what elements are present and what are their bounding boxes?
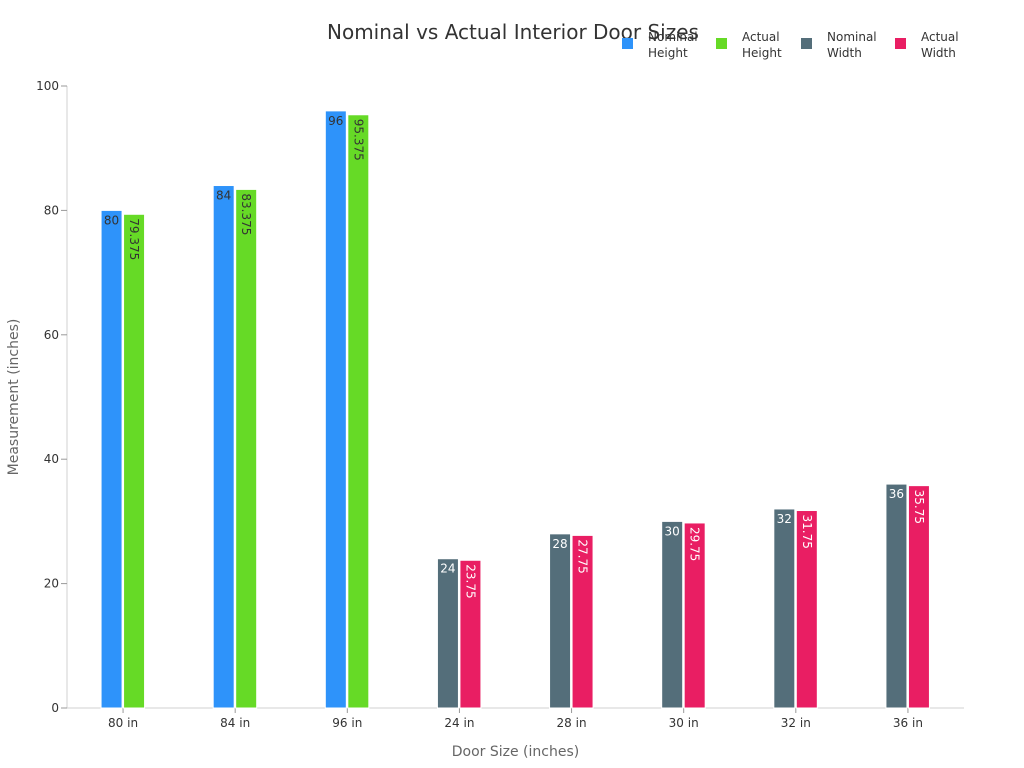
axes: 0 20 40 60 80 100 80 in 84 in 96 in 24 in 28 in 30 … bbox=[6, 79, 964, 760]
bar bbox=[123, 213, 146, 709]
data-label: 96 bbox=[328, 114, 343, 128]
y-tick-label: 80 bbox=[44, 203, 59, 217]
chart-title: Nominal vs Actual Interior Door Sizes bbox=[327, 20, 699, 44]
bar bbox=[347, 114, 370, 709]
y-tick-label: 60 bbox=[44, 328, 59, 342]
legend: Nominal Height Actual Height Nominal Width Act… bbox=[622, 30, 959, 60]
y-axis-title: Measurement (inches) bbox=[6, 319, 22, 476]
legend-label: Width bbox=[827, 46, 862, 60]
data-label: 84 bbox=[216, 189, 231, 203]
legend-label: Height bbox=[742, 46, 782, 60]
data-label: 29.75 bbox=[688, 527, 702, 561]
data-label: 31.75 bbox=[800, 515, 814, 549]
bar bbox=[549, 533, 572, 709]
x-tick-label: 30 in bbox=[669, 716, 699, 730]
legend-label: Height bbox=[648, 46, 688, 60]
data-labels: 80 84 96 79.375 83.375 95.375 24 28 30 32 36 23.75 2… bbox=[104, 114, 926, 599]
x-axis-title: Door Size (inches) bbox=[452, 744, 579, 760]
data-label: 30 bbox=[665, 524, 680, 538]
bar bbox=[436, 558, 459, 709]
legend-swatch bbox=[801, 38, 812, 49]
legend-label: Actual bbox=[921, 30, 959, 44]
bar bbox=[773, 508, 796, 709]
bar bbox=[885, 483, 908, 709]
bar bbox=[907, 485, 930, 709]
x-tick-label: 28 in bbox=[557, 716, 587, 730]
bar bbox=[235, 188, 258, 709]
legend-label: Nominal bbox=[648, 30, 698, 44]
bar bbox=[571, 534, 594, 709]
y-tick-label: 0 bbox=[51, 701, 59, 715]
data-label: 32 bbox=[777, 512, 792, 526]
x-tick-label: 80 in bbox=[108, 716, 138, 730]
data-label: 83.375 bbox=[239, 193, 253, 235]
data-label: 23.75 bbox=[463, 564, 477, 598]
bar bbox=[661, 520, 684, 709]
y-tick-label: 20 bbox=[44, 577, 59, 591]
legend-label: Actual bbox=[742, 30, 780, 44]
bar bbox=[100, 209, 123, 709]
bar bbox=[324, 110, 347, 709]
data-label: 35.75 bbox=[912, 490, 926, 524]
data-label: 28 bbox=[552, 537, 567, 551]
x-tick-label: 32 in bbox=[781, 716, 811, 730]
bars bbox=[100, 110, 930, 709]
y-tick-label: 40 bbox=[44, 452, 59, 466]
data-label: 24 bbox=[440, 562, 455, 576]
y-tick-label: 100 bbox=[36, 79, 59, 93]
data-label: 79.375 bbox=[127, 218, 141, 260]
legend-swatch bbox=[622, 38, 633, 49]
data-label: 27.75 bbox=[576, 539, 590, 573]
bar bbox=[795, 510, 818, 709]
data-label: 95.375 bbox=[351, 119, 365, 161]
data-label: 36 bbox=[889, 487, 904, 501]
x-tick-label: 96 in bbox=[332, 716, 362, 730]
bar bbox=[683, 522, 706, 709]
x-tick-label: 24 in bbox=[444, 716, 474, 730]
legend-swatch bbox=[716, 38, 727, 49]
legend-swatch bbox=[895, 38, 906, 49]
x-tick-label: 36 in bbox=[893, 716, 923, 730]
legend-label: Nominal bbox=[827, 30, 877, 44]
bar bbox=[212, 185, 235, 709]
data-label: 80 bbox=[104, 213, 119, 227]
x-tick-label: 84 in bbox=[220, 716, 250, 730]
bar bbox=[459, 559, 482, 709]
legend-label: Width bbox=[921, 46, 956, 60]
